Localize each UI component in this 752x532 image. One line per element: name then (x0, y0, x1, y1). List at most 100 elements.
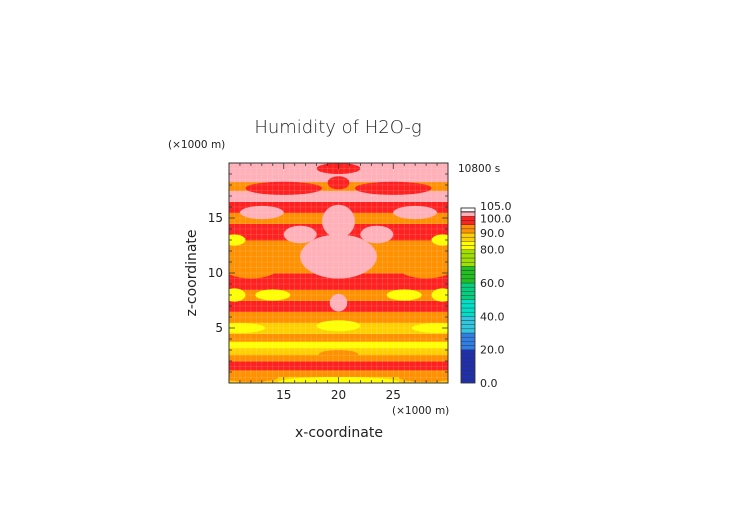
grid-lines (229, 163, 448, 383)
y-tick-label: 5 (215, 321, 223, 335)
colorbar-segment (460, 345, 476, 350)
humidity-band (229, 341, 448, 349)
humidity-region (300, 234, 377, 279)
humidity-region (329, 293, 348, 312)
humidity-region (318, 350, 359, 359)
colorbar-segment (460, 353, 476, 359)
colorbar-segment (460, 311, 476, 317)
colorbar-segment (460, 295, 476, 300)
humidity-region (398, 373, 448, 382)
humidity-region (431, 234, 448, 246)
colorbar-segment (460, 228, 476, 234)
colorbar-segment (460, 232, 476, 238)
colorbar-segment (460, 241, 476, 246)
humidity-region (327, 176, 350, 190)
humidity-region (411, 323, 448, 333)
humidity-region (229, 323, 266, 333)
colorbar-segment (460, 374, 476, 380)
y-axis-label: z-coordinate (184, 229, 200, 316)
humidity-band (229, 311, 448, 323)
colorbar-segment (460, 211, 476, 217)
colorbar-segment (460, 266, 476, 271)
colorbar-segment (460, 261, 476, 267)
humidity-region (255, 289, 291, 301)
colorbar-segment (460, 361, 476, 367)
humidity-region (316, 320, 361, 332)
y-axis-ticks: 5 10 15 (208, 162, 448, 384)
time-label: 10800 s (458, 163, 500, 175)
y-unit-label: (×1000 m) (168, 139, 225, 151)
colorbar-segment (460, 357, 476, 363)
colorbar-tick-label: 20.0 (480, 344, 505, 357)
humidity-region (229, 288, 246, 302)
colorbar-tick-label: 105.0 (480, 200, 512, 213)
colorbar-segment (460, 282, 476, 288)
colorbar-segment (460, 370, 476, 375)
humidity-region (322, 204, 355, 238)
humidity-region (239, 205, 284, 220)
humidity-region (229, 234, 246, 246)
colorbar-segment (460, 349, 476, 355)
colorbar-segment (460, 257, 476, 263)
humidity-regions (229, 163, 448, 383)
colorbar-segment (460, 207, 476, 212)
colorbar-segment (460, 299, 476, 305)
colorbar-segment (460, 324, 476, 330)
x-axis-label: x-coordinate (295, 425, 383, 441)
humidity-region (229, 373, 279, 382)
humidity-region (354, 181, 432, 195)
colorbar-segment (460, 332, 476, 338)
colorbar-segment (460, 336, 476, 342)
colorbar-segment (460, 341, 476, 346)
humidity-band (229, 333, 448, 342)
colorbar-tick-label: 0.0 (480, 377, 498, 390)
colorbar-segment (460, 249, 476, 255)
colorbar-tick-label: 100.0 (480, 212, 512, 225)
colorbar-segment (460, 307, 476, 313)
x-tick-label: 25 (386, 388, 401, 402)
chart-title: Humidity of H2O-g (254, 117, 421, 138)
x-tick-label: 15 (276, 388, 291, 402)
y-tick-label: 10 (208, 266, 223, 280)
colorbar-segment (460, 278, 476, 284)
colorbar-segment (460, 224, 476, 230)
colorbar-segment (460, 320, 476, 325)
colorbar-segment (460, 286, 476, 292)
humidity-region (229, 256, 279, 279)
humidity-region (398, 256, 448, 279)
colorbar-segment (460, 253, 476, 259)
colorbar-segment (460, 245, 476, 250)
colorbar-tick-label: 90.0 (480, 227, 505, 240)
humidity-region (431, 288, 448, 302)
colorbar-tick-label: 40.0 (480, 310, 505, 323)
colorbar-segment (460, 291, 476, 296)
colorbar-segment (460, 220, 476, 225)
humidity-region (393, 205, 438, 220)
x-axis-ticks: 15 20 25 (228, 163, 449, 402)
humidity-band (229, 361, 448, 371)
colorbar-segment (460, 303, 476, 309)
humidity-region (245, 181, 323, 195)
colorbar-tick-label: 60.0 (480, 277, 505, 290)
humidity-region (283, 225, 317, 244)
colorbar-segment (460, 316, 476, 321)
colorbar-segment (460, 366, 476, 371)
x-unit-label: (×1000 m) (392, 405, 449, 417)
humidity-band (229, 369, 448, 377)
colorbar-segment (460, 328, 476, 334)
plot-area (229, 163, 448, 383)
colorbar-segment (460, 274, 476, 280)
x-tick-label: 20 (331, 388, 346, 402)
colorbar-segment (460, 270, 476, 275)
colorbar-frame (460, 207, 476, 384)
humidity-region (360, 225, 394, 244)
colorbar-segment (460, 378, 476, 384)
y-tick-label: 15 (208, 211, 223, 225)
colorbar-tick-label: 80.0 (480, 244, 505, 257)
humidity-region (386, 289, 422, 301)
humidity-band (229, 190, 448, 202)
humidity-band (229, 273, 448, 290)
colorbar-segment (460, 236, 476, 242)
